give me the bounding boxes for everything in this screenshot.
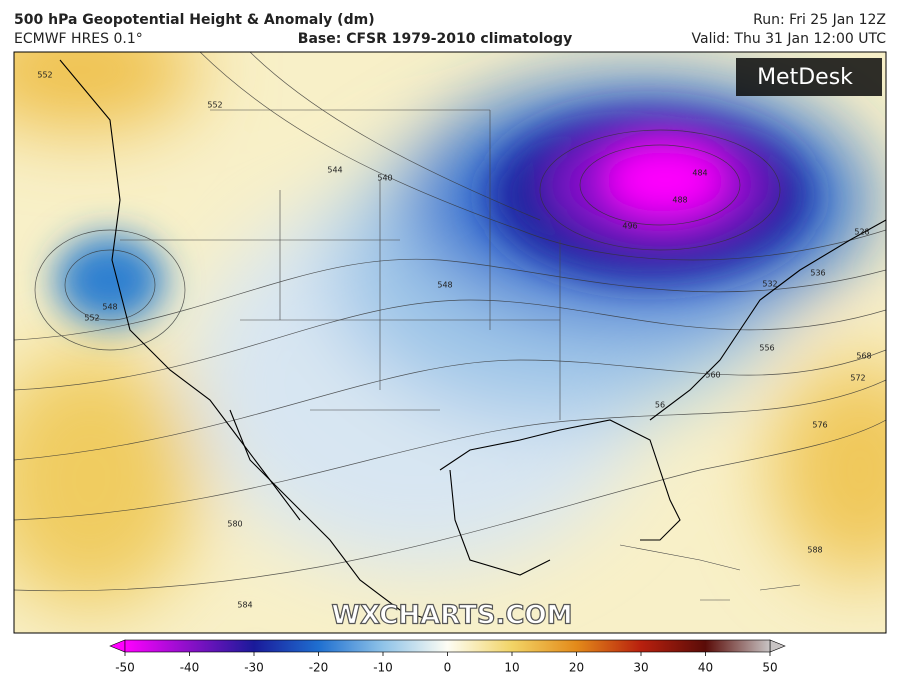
contour-label: 544 [327,166,342,175]
contour-label: 532 [762,280,777,289]
colorbar-tick-label: -50 [115,661,135,675]
contour-label: 536 [810,269,825,278]
base: Base: CFSR 1979-2010 climatology [298,31,572,47]
contour-label: 580 [227,520,242,529]
colorbar-tick-label: 40 [698,661,713,675]
colorbar-tick-label: 20 [569,661,584,675]
colorbar-tick-label: -20 [309,661,329,675]
logo: MetDesk [757,65,853,90]
contour-label: 548 [102,303,117,312]
colorbar-low [109,639,126,653]
title: 500 hPa Geopotential Height & Anomaly (d… [14,12,375,28]
map: MetDesk WXCHARTS.COM 5525525445405485525… [14,52,886,633]
contour-label: 556 [759,344,774,353]
map-frame [13,51,887,634]
colorbar-tick-label: 10 [504,661,519,675]
contour-label: 496 [622,222,637,231]
contour-label: 588 [807,546,822,555]
contour-label: 584 [237,601,252,610]
contour-label: 56 [655,401,665,410]
run: Run: Fri 25 Jan 12Z [753,12,886,28]
contour-label: 560 [705,371,720,380]
watermark: WXCHARTS.COM [331,601,572,631]
colorbar-tick-label: -40 [180,661,200,675]
colorbar [124,639,771,653]
valid: Valid: Thu 31 Jan 12:00 UTC [692,31,887,47]
colorbar-tick-label: -30 [244,661,264,675]
contour-label: 572 [850,374,865,383]
contour-label: 488 [672,196,687,205]
contour-label: 576 [812,421,827,430]
contour-label: 552 [84,314,99,323]
colorbar-tick-label: 0 [444,661,452,675]
contour-label: 548 [437,281,452,290]
contour-label: 528 [854,228,869,237]
contour-label: 568 [856,352,871,361]
colorbar-tick-label: 50 [762,661,777,675]
contour-label: 484 [692,169,707,178]
colorbar-tick-label: 30 [633,661,648,675]
colorbar-high [769,639,786,653]
contour-label: 552 [207,101,222,110]
contour-label: 540 [377,174,392,183]
model: ECMWF HRES 0.1° [14,31,143,47]
contour-label: 552 [37,71,52,80]
colorbar-tick-label: -10 [373,661,393,675]
